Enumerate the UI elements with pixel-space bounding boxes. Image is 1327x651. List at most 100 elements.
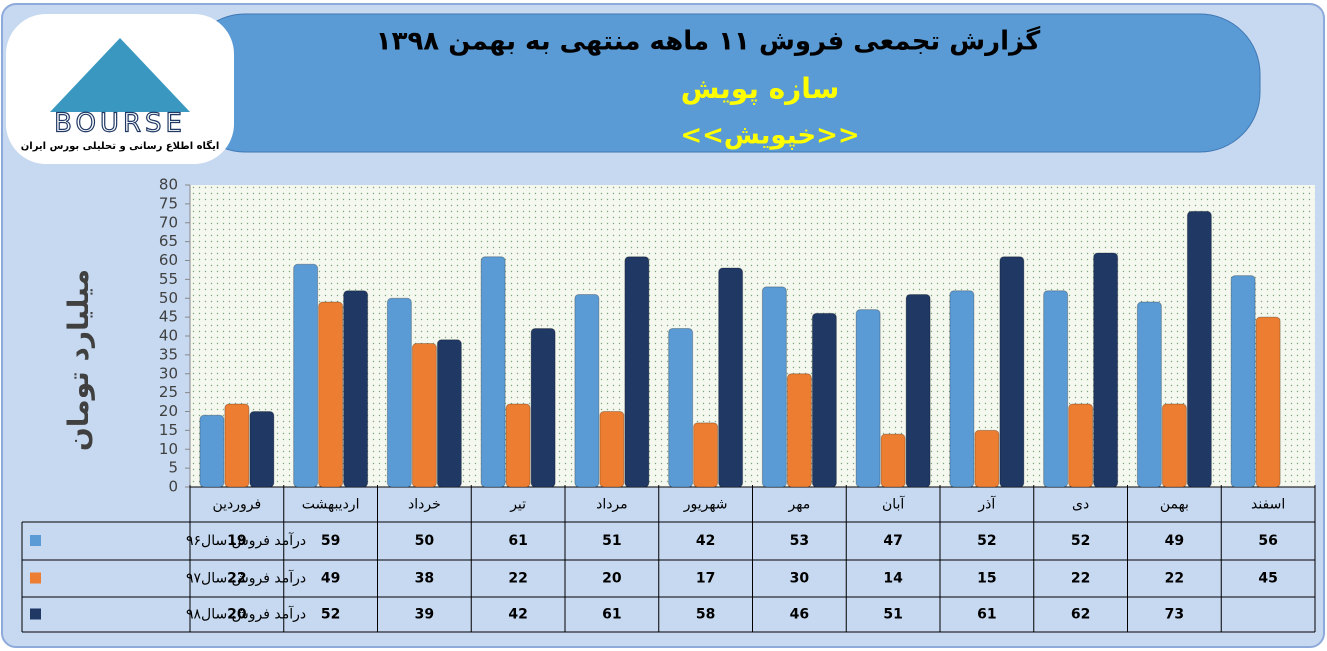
x-tick-label: تیر [509,497,526,513]
y-tick-label: 45 [159,308,178,326]
y-tick-label: 0 [168,478,178,496]
y-tick-label: 65 [159,232,178,250]
table-cell: 52 [321,607,340,623]
table-cell: 56 [1258,533,1277,549]
chart-title: گزارش تجمعی فروش ۱۱ ماهه منتهی به بهمن ۱… [376,26,1041,57]
table-cell: 22 [508,571,527,587]
x-tick-label: دی [1072,497,1089,513]
bar [1093,252,1119,488]
table-cell: 47 [883,533,902,549]
table-cell: 19 [227,533,246,549]
legend-label: درآمد فروش سال۹۷ [186,570,306,587]
table-cell: 73 [1165,607,1184,623]
symbol: <<خپویش>> [680,121,859,151]
x-tick-label: مهر [788,497,811,513]
bar [905,293,931,488]
y-tick-label: 30 [159,364,178,382]
y-tick-label: 15 [159,421,178,439]
logo-tagline: ایگاه اطلاع رسانی و تحلیلی بورس ایران [21,139,220,152]
table-cell: 20 [602,571,622,587]
bar [386,297,412,488]
y-tick-label: 40 [159,327,178,345]
y-tick-label: 50 [159,289,178,307]
logo-mark [50,38,190,112]
y-axis-title: میلیارد تومان [62,269,95,451]
table-cell: 58 [696,607,715,623]
bar [1136,301,1162,488]
y-tick-label: 35 [159,345,178,363]
table-cell: 49 [1165,533,1184,549]
x-tick-label: خرداد [408,497,441,513]
x-tick-label: مرداد [596,497,628,513]
table-cell: 52 [977,533,996,549]
bar [224,403,250,488]
bar [411,343,437,488]
y-tick-label: 5 [168,459,178,477]
y-tick-label: 25 [159,383,178,401]
bar [249,411,275,488]
x-tick-label: فروردین [213,497,262,513]
table-cell: 14 [883,571,903,587]
legend-label: درآمد فروش سال۹۸ [186,606,306,623]
bar [574,293,600,488]
bar [1230,275,1256,488]
table-cell: 39 [415,607,434,623]
bar [199,414,225,488]
chart-subtitle: سازه پویش [681,72,840,105]
bar [1255,316,1281,488]
table-cell: 42 [508,607,527,623]
bar [624,256,650,488]
table-cell: 22 [227,571,246,587]
y-tick-label: 20 [159,402,178,420]
table-cell: 61 [508,533,527,549]
bar [761,286,787,488]
table-cell: 30 [790,571,810,587]
bar [880,433,906,488]
table-cell: 17 [696,571,715,587]
bar [1043,290,1069,488]
x-tick-label: اسفند [1251,497,1285,513]
table-cell: 38 [415,571,434,587]
logo-name: BOURSE [54,109,186,139]
table-cell: 49 [321,571,340,587]
bar [530,327,556,488]
table-cell: 22 [1165,571,1184,587]
table-cell: 61 [977,607,996,623]
bar [786,373,812,488]
x-tick-label: بهمن [1160,497,1189,513]
bar [599,411,625,488]
x-tick-label: شهریور [683,497,728,513]
table-cell: 51 [602,533,621,549]
bar [1186,210,1212,488]
bar [436,339,462,488]
x-tick-label: آذر [977,496,996,513]
y-tick-label: 80 [159,176,178,194]
table-cell: 46 [790,607,809,623]
table-cell: 62 [1071,607,1090,623]
y-tick-label: 10 [159,440,178,458]
table-cell: 45 [1258,571,1277,587]
bar [668,327,694,488]
plot-area [190,185,1315,487]
bar [318,301,344,488]
x-tick-label: آبان [882,496,905,513]
table-cell: 20 [227,607,247,623]
bar [974,429,1000,488]
bar [480,256,506,488]
table-cell: 59 [321,533,340,549]
legend-label: درآمد فروش سال۹۶ [186,532,306,549]
legend-swatch [30,572,41,584]
bar [505,403,531,488]
table-cell: 22 [1071,571,1090,587]
bar [811,312,837,488]
bar [999,256,1025,488]
y-tick-label: 55 [159,270,178,288]
bar [1161,403,1187,488]
table-cell: 52 [1071,533,1090,549]
table-cell: 61 [602,607,621,623]
bar [855,309,881,488]
table-cell: 42 [696,533,715,549]
bar [1068,403,1094,488]
y-tick-label: 70 [159,213,178,231]
